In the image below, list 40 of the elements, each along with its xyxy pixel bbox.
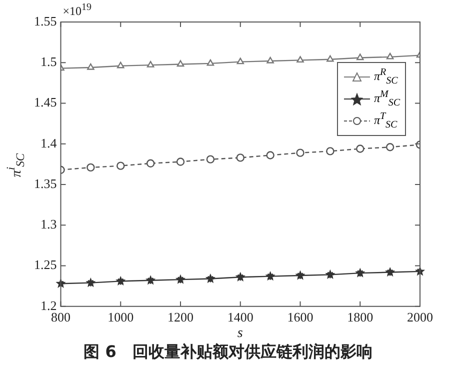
x-tick-label: 1200 (168, 310, 194, 325)
point (386, 143, 394, 152)
y-tick-label: 1.35 (34, 176, 57, 191)
point (326, 55, 334, 62)
point (176, 158, 185, 166)
point (86, 163, 95, 172)
point (116, 62, 124, 68)
point (206, 155, 215, 164)
point (176, 60, 184, 67)
point (356, 54, 364, 60)
point (266, 56, 274, 64)
point (416, 266, 424, 276)
point (236, 154, 244, 162)
y-tick-label: 1.5 (40, 54, 57, 70)
point (326, 147, 334, 156)
x-tick-label: 2000 (407, 310, 433, 325)
y-tick-label: 1.55 (34, 13, 57, 28)
x-tick-label: 1800 (347, 310, 374, 325)
point (87, 63, 94, 70)
text: ×10$^{19}$ (62, 2, 92, 19)
x-tick-label: 1600 (287, 310, 314, 325)
x-tick-label: 1400 (227, 310, 254, 325)
x-axis-title: s (237, 326, 243, 342)
point (296, 148, 304, 157)
point (296, 56, 304, 63)
text: 图 6 回收量补贴额对供应链利润的影响 (82, 342, 374, 363)
point (236, 58, 244, 64)
point (266, 151, 274, 160)
point (146, 60, 154, 68)
y-tick-label: 1.45 (34, 94, 57, 110)
y-tick-label: 1.4 (40, 135, 58, 150)
point (206, 59, 214, 66)
y-tick-label: 1.25 (34, 257, 57, 272)
point (356, 144, 364, 153)
y-tick-label: 1.3 (40, 216, 57, 232)
point (386, 52, 394, 60)
x-tick-label: 1000 (108, 310, 134, 325)
point (56, 279, 66, 288)
point (116, 162, 125, 170)
point (146, 159, 155, 168)
